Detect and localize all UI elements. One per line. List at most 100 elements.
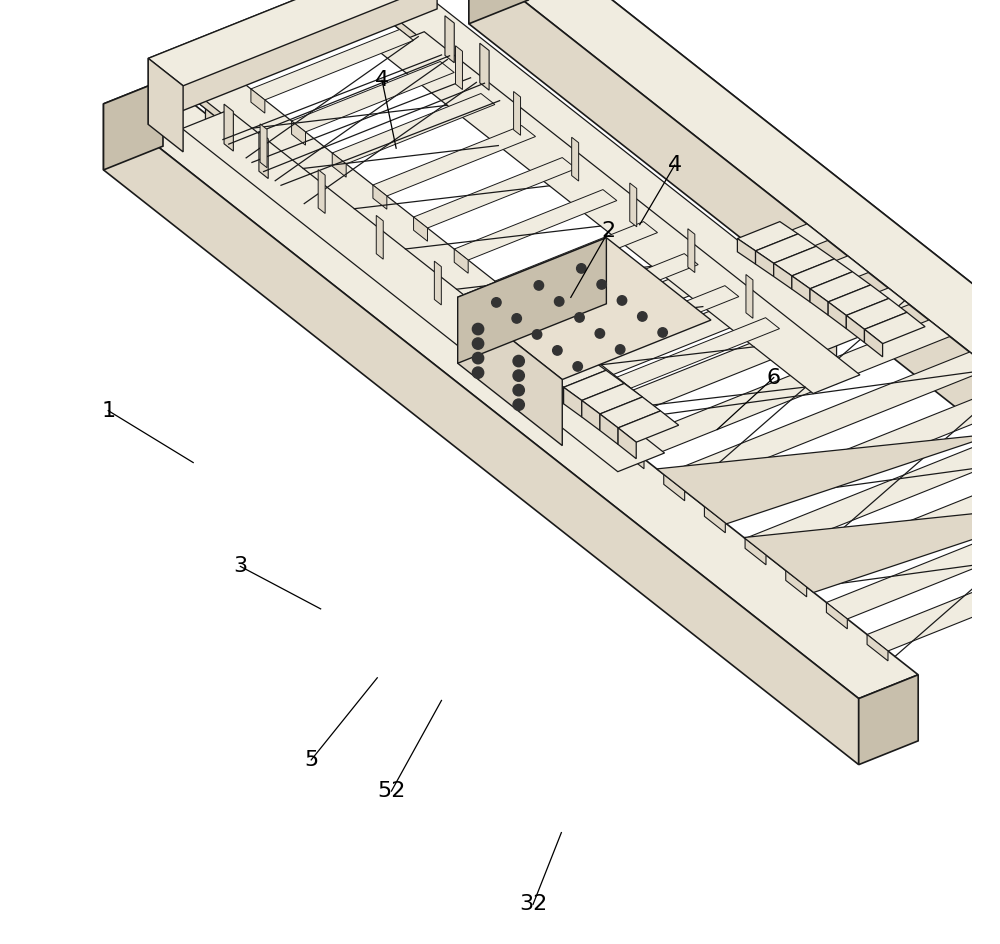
Polygon shape (292, 61, 454, 132)
Polygon shape (786, 448, 1000, 587)
Polygon shape (792, 276, 810, 302)
Polygon shape (774, 263, 792, 289)
Polygon shape (582, 400, 600, 430)
Polygon shape (332, 153, 346, 177)
Polygon shape (576, 346, 590, 369)
Polygon shape (259, 131, 268, 178)
Polygon shape (104, 80, 163, 170)
Polygon shape (774, 246, 834, 276)
Polygon shape (810, 289, 828, 315)
Polygon shape (617, 318, 780, 388)
Polygon shape (542, 256, 869, 395)
Polygon shape (536, 254, 698, 324)
Polygon shape (182, 72, 665, 433)
Circle shape (532, 329, 542, 339)
Polygon shape (480, 43, 489, 91)
Polygon shape (373, 126, 536, 196)
Polygon shape (623, 443, 644, 469)
Polygon shape (458, 238, 711, 379)
Polygon shape (551, 353, 558, 396)
Polygon shape (224, 104, 233, 151)
Polygon shape (527, 362, 545, 391)
Circle shape (615, 345, 625, 354)
Polygon shape (618, 428, 636, 459)
Text: 4: 4 (668, 155, 682, 176)
Text: 5: 5 (304, 750, 318, 770)
Polygon shape (495, 222, 658, 292)
Circle shape (513, 399, 524, 411)
Polygon shape (746, 275, 753, 318)
Polygon shape (745, 416, 1000, 555)
Polygon shape (378, 0, 860, 355)
Circle shape (472, 352, 484, 363)
Polygon shape (688, 228, 695, 273)
Polygon shape (828, 285, 889, 315)
Polygon shape (454, 190, 617, 260)
Circle shape (553, 346, 562, 355)
Circle shape (534, 280, 544, 290)
Polygon shape (756, 251, 774, 277)
Polygon shape (756, 234, 816, 263)
Polygon shape (737, 239, 756, 264)
Polygon shape (737, 222, 798, 251)
Polygon shape (846, 315, 864, 343)
Polygon shape (664, 352, 991, 491)
Polygon shape (445, 16, 454, 62)
Polygon shape (509, 349, 527, 379)
Polygon shape (104, 80, 918, 699)
Circle shape (658, 328, 667, 337)
Polygon shape (509, 332, 570, 362)
Polygon shape (572, 137, 579, 181)
Text: 6: 6 (767, 367, 781, 388)
Polygon shape (704, 384, 1000, 523)
Polygon shape (582, 288, 909, 427)
Polygon shape (618, 411, 679, 442)
Polygon shape (528, 0, 1000, 595)
Polygon shape (600, 414, 618, 445)
Polygon shape (564, 387, 582, 417)
Polygon shape (864, 329, 883, 357)
Text: 2: 2 (601, 221, 616, 242)
Polygon shape (744, 502, 1000, 593)
Text: 52: 52 (377, 781, 406, 801)
Polygon shape (582, 383, 642, 414)
Polygon shape (491, 337, 509, 366)
Text: 4: 4 (375, 70, 389, 91)
Circle shape (575, 312, 584, 322)
Polygon shape (514, 92, 521, 135)
Polygon shape (664, 475, 685, 500)
Polygon shape (455, 45, 462, 90)
Text: 3: 3 (233, 556, 247, 577)
Polygon shape (148, 59, 183, 152)
Polygon shape (378, 32, 860, 394)
Polygon shape (414, 217, 428, 242)
Polygon shape (292, 121, 306, 145)
Polygon shape (148, 0, 472, 86)
Polygon shape (826, 480, 1000, 619)
Circle shape (513, 370, 524, 381)
Circle shape (595, 329, 605, 338)
Polygon shape (469, 0, 528, 24)
Polygon shape (376, 215, 383, 260)
Polygon shape (564, 370, 624, 400)
Polygon shape (786, 570, 807, 597)
Polygon shape (657, 433, 997, 524)
Polygon shape (401, 3, 837, 384)
Polygon shape (846, 298, 907, 329)
Polygon shape (501, 224, 828, 362)
Polygon shape (630, 183, 637, 227)
Polygon shape (182, 82, 618, 433)
Polygon shape (576, 286, 739, 356)
Polygon shape (469, 0, 1000, 552)
Circle shape (472, 367, 484, 379)
Polygon shape (826, 602, 847, 629)
Polygon shape (527, 345, 588, 375)
Circle shape (597, 279, 606, 289)
Polygon shape (867, 513, 1000, 651)
Polygon shape (536, 313, 550, 337)
Circle shape (492, 297, 501, 307)
Polygon shape (251, 89, 265, 113)
Polygon shape (373, 185, 387, 210)
Polygon shape (260, 124, 267, 168)
Circle shape (573, 362, 582, 371)
